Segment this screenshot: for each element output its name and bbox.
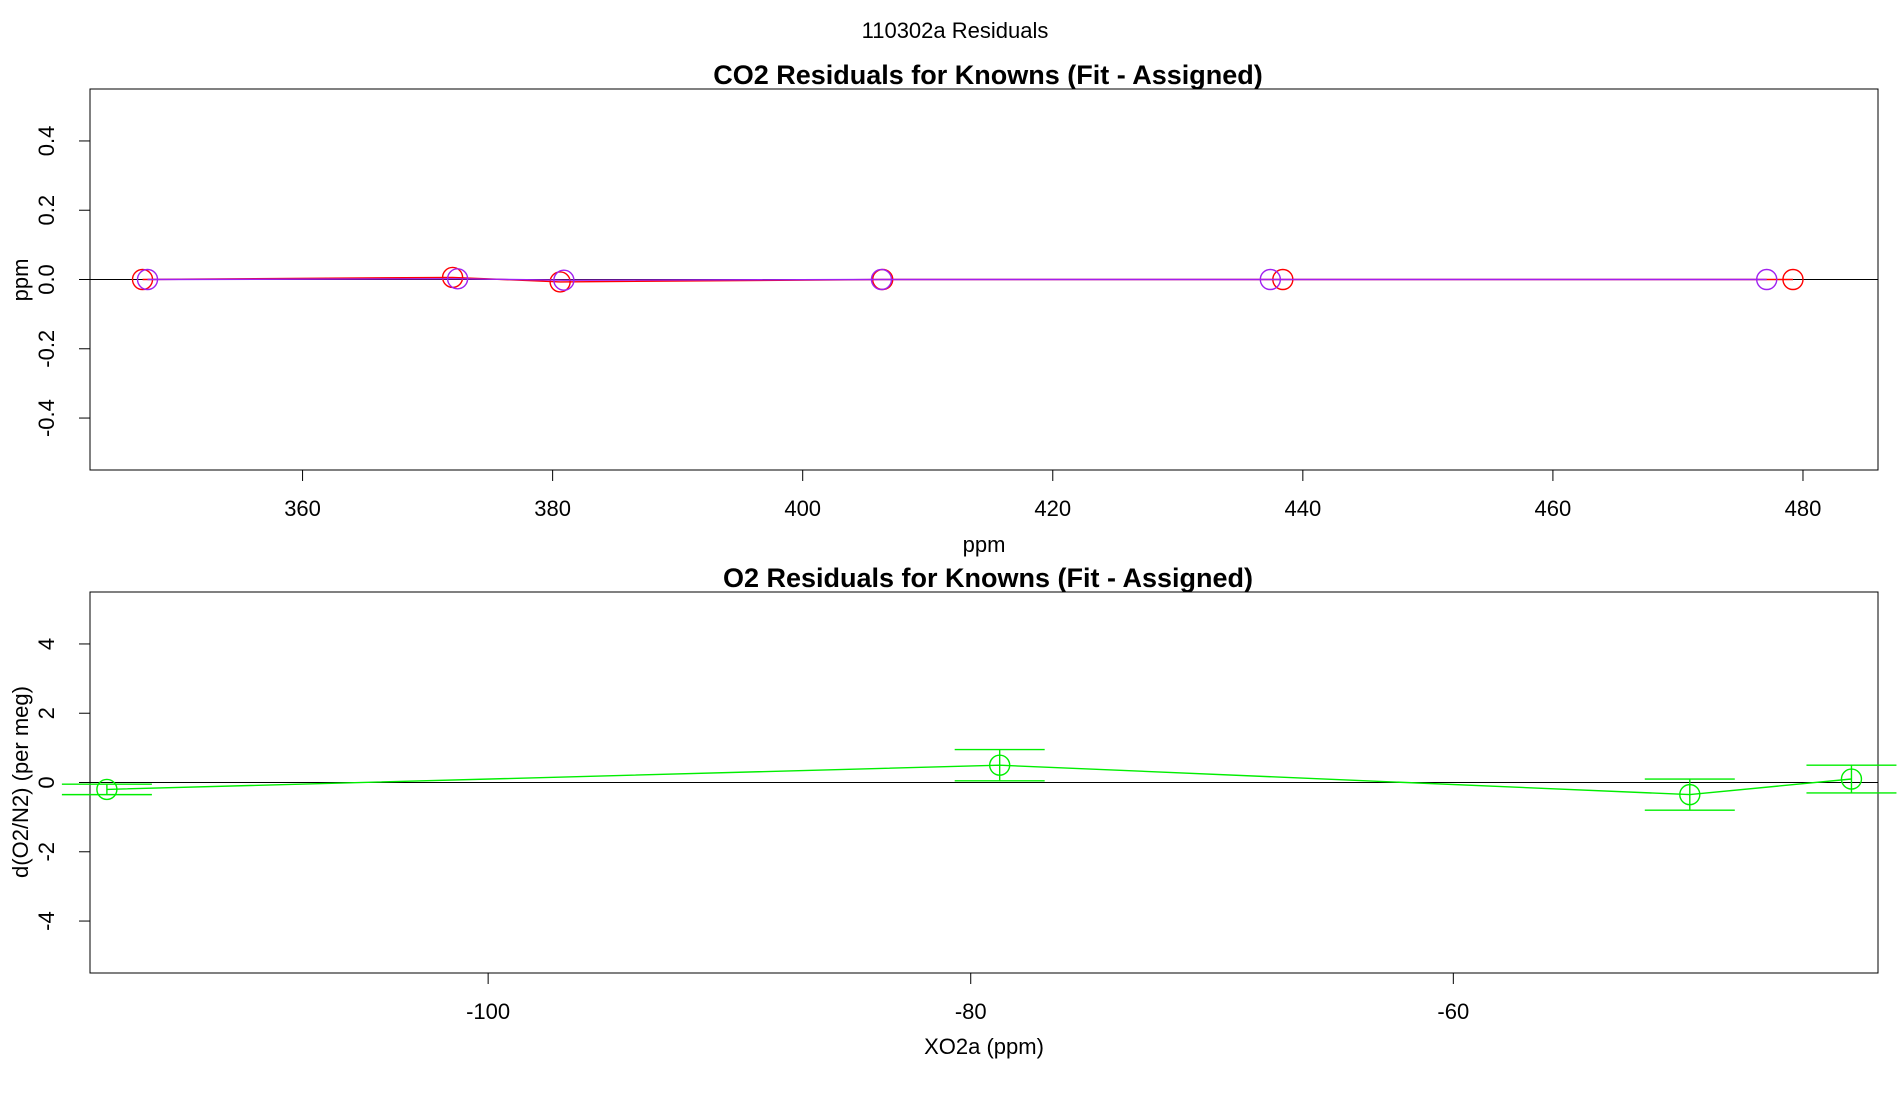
o2-data-marks — [61, 748, 1897, 811]
o2-series-0-line — [106, 764, 1852, 796]
co2-y-ticks: -0.4 -0.2 0.0 0.2 0.4 — [34, 126, 90, 437]
co2-series-1-line — [147, 278, 1767, 281]
co2-y-axis-label: ppm — [8, 259, 33, 302]
o2-y-tick-label: -4 — [34, 911, 59, 931]
co2-x-tick-label: 460 — [1535, 496, 1572, 521]
co2-data-point — [553, 269, 575, 291]
co2-residuals-panel: CO2 Residuals for Knowns (Fit - Assigned… — [8, 60, 1879, 557]
co2-x-ticks: 360 380 400 420 440 460 480 — [284, 470, 1821, 521]
o2-x-axis-label: XO2a (ppm) — [924, 1034, 1044, 1059]
co2-y-tick-label: 0.0 — [34, 264, 59, 295]
co2-x-tick-label: 400 — [784, 496, 821, 521]
co2-panel-title: CO2 Residuals for Knowns (Fit - Assigned… — [713, 60, 1263, 90]
o2-data-point — [988, 754, 1011, 776]
co2-x-tick-label: 480 — [1785, 496, 1822, 521]
o2-residuals-panel: O2 Residuals for Knowns (Fit - Assigned)… — [8, 563, 1897, 1059]
co2-y-tick-label: -0.2 — [34, 330, 59, 368]
co2-data-marks — [90, 266, 1878, 293]
co2-data-point — [1259, 268, 1282, 291]
figure-title: 110302a Residuals — [862, 18, 1049, 43]
o2-data-point — [1840, 768, 1863, 790]
o2-x-tick-label: -60 — [1437, 999, 1469, 1024]
o2-y-axis-label: d(O2/N2) (per meg) — [8, 686, 33, 878]
o2-data-point — [1679, 783, 1701, 806]
o2-x-ticks: -100 -80 -60 — [466, 973, 1469, 1024]
o2-y-tick-label: 0 — [34, 776, 59, 788]
o2-y-ticks: -4 -2 0 2 4 — [34, 638, 90, 931]
o2-x-tick-label: -100 — [466, 999, 510, 1024]
co2-data-point — [136, 268, 159, 291]
co2-x-tick-label: 380 — [534, 496, 571, 521]
co2-data-point — [549, 271, 571, 293]
o2-y-tick-label: 4 — [34, 638, 59, 650]
o2-panel-title: O2 Residuals for Knowns (Fit - Assigned) — [723, 563, 1253, 593]
co2-y-tick-label: 0.4 — [34, 126, 59, 157]
o2-data-point — [96, 778, 118, 801]
o2-y-tick-label: -2 — [34, 842, 59, 862]
co2-y-tick-label: 0.2 — [34, 195, 59, 226]
co2-data-point — [870, 268, 893, 291]
co2-data-point — [1782, 268, 1804, 291]
co2-x-tick-label: 440 — [1284, 496, 1321, 521]
co2-data-point — [446, 268, 469, 290]
o2-x-tick-label: -80 — [955, 999, 987, 1024]
co2-y-tick-label: -0.4 — [34, 399, 59, 437]
o2-y-tick-label: 2 — [34, 707, 59, 719]
co2-x-tick-label: 360 — [284, 496, 321, 521]
co2-x-axis-label: ppm — [963, 532, 1006, 557]
co2-data-point — [1756, 268, 1778, 291]
co2-x-tick-label: 420 — [1034, 496, 1071, 521]
